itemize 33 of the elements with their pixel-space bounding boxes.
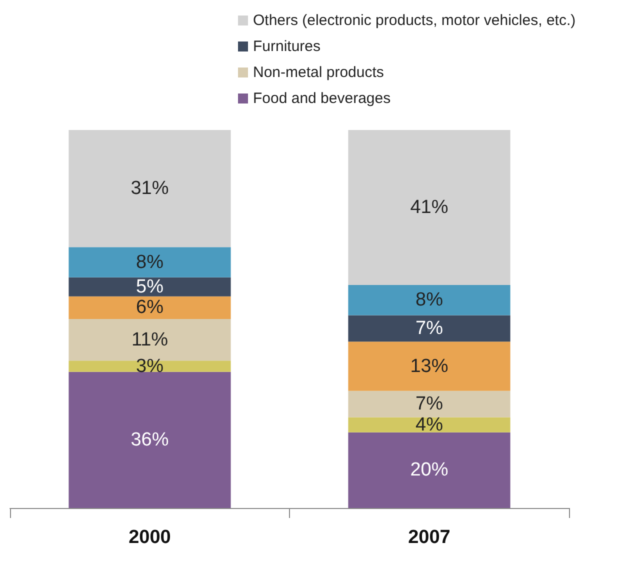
data-label: 8%: [416, 290, 444, 311]
bar: [348, 284, 510, 316]
data-label: 8%: [136, 252, 164, 273]
data-label: 31%: [130, 178, 169, 200]
bar: [348, 315, 510, 342]
bar: [348, 342, 510, 391]
bar: [68, 296, 231, 319]
data-label: 20%: [410, 460, 448, 481]
bar: [348, 390, 510, 418]
bar: [348, 130, 510, 285]
data-label: 4%: [416, 414, 444, 436]
legend-label: Others (electronic products, motor vehicles, etc.): [253, 12, 576, 29]
data-label: 5%: [136, 276, 164, 298]
bar: [68, 372, 231, 508]
bar: [348, 432, 510, 508]
bar: [68, 360, 231, 372]
bar: [348, 417, 510, 432]
x-tick-label: 2000: [128, 527, 171, 548]
data-label: 3%: [136, 356, 164, 377]
bar: [68, 247, 231, 278]
data-label: 6%: [136, 297, 164, 318]
data-label: 11%: [131, 329, 168, 350]
bar: [68, 277, 231, 296]
bar: [68, 130, 231, 248]
data-label: 13%: [410, 356, 448, 377]
x-tick-label: 2007: [408, 527, 450, 548]
data-label: 36%: [130, 429, 169, 450]
legend-label: Non-metal products: [253, 64, 384, 81]
data-label: 7%: [416, 318, 444, 339]
legend-label: Furnitures: [253, 38, 321, 55]
data-label: 41%: [410, 196, 448, 218]
data-label: 7%: [416, 394, 444, 415]
legend-label: Food and beverages: [253, 90, 391, 107]
